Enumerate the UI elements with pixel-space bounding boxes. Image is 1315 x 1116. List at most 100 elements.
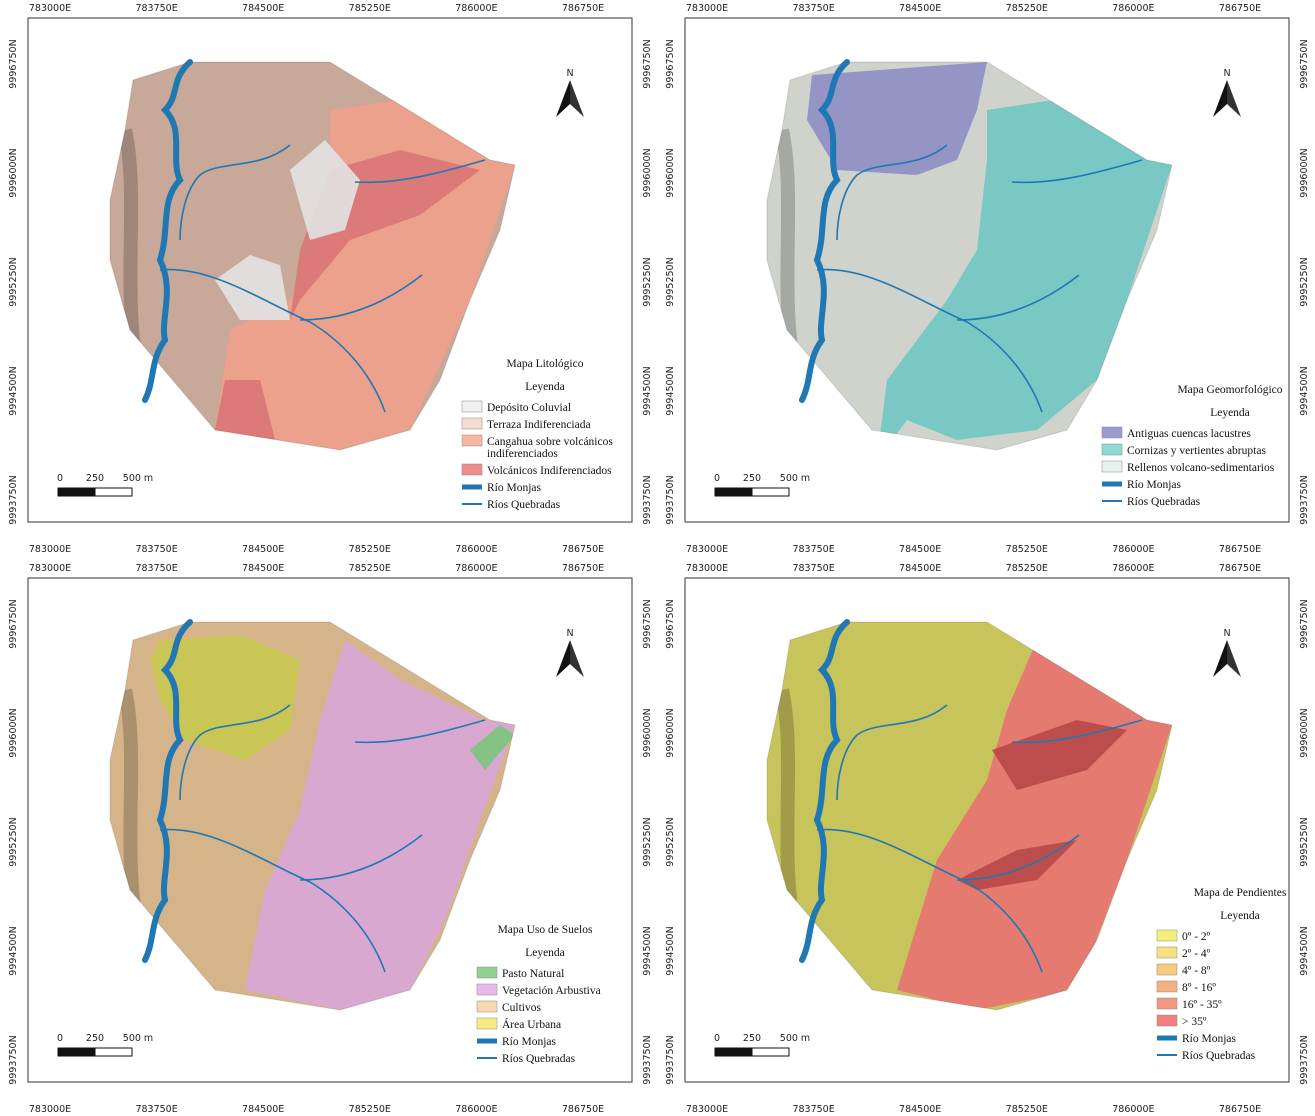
x-coord-label: 786000E xyxy=(455,3,497,14)
scale-label: 250 xyxy=(86,473,104,484)
y-coord-label: 9994500N xyxy=(1299,366,1310,415)
legend-title: Mapa de Pendientes xyxy=(1194,887,1287,899)
y-coord-label: 9995250N xyxy=(8,257,19,306)
x-coord-label: 786000E xyxy=(1112,1104,1154,1115)
north-label: N xyxy=(566,628,573,639)
y-coord-label: 9996000N xyxy=(665,708,676,757)
legend-swatch xyxy=(1157,930,1177,941)
legend-label: 0º - 2º xyxy=(1182,931,1211,943)
x-coord-label: 786750E xyxy=(562,544,604,555)
y-coord-label: 9993750N xyxy=(8,1035,19,1084)
x-coord-label: 786750E xyxy=(1219,1104,1261,1115)
x-coord-label: 783750E xyxy=(135,3,177,14)
legend-label: Rellenos volcano-sedimentarios xyxy=(1127,462,1275,474)
x-coord-label: 786750E xyxy=(562,3,604,14)
y-coord-label: 9996000N xyxy=(665,148,676,197)
legend-label: Vegetación Arbustiva xyxy=(502,985,601,997)
legend-swatch xyxy=(477,967,497,978)
y-coord-label: 9996750N xyxy=(642,39,653,88)
x-coord-label: 784500E xyxy=(242,544,284,555)
x-coord-label: 785250E xyxy=(349,563,391,574)
y-coord-label: 9995250N xyxy=(1299,257,1310,306)
x-coord-label: 786000E xyxy=(1112,3,1154,14)
legend-heading: Leyenda xyxy=(1210,407,1250,419)
y-coord-label: 9994500N xyxy=(665,366,676,415)
x-coord-label: 785250E xyxy=(349,1104,391,1115)
legend-label: Área Urbana xyxy=(502,1017,561,1031)
y-coord-label: 9996000N xyxy=(1299,708,1310,757)
x-coord-label: 784500E xyxy=(899,563,941,574)
legend-swatch xyxy=(1157,964,1177,975)
scale-label: 0 xyxy=(57,473,63,484)
x-coord-label: 785250E xyxy=(1006,1104,1048,1115)
legend-label: Ríos Quebradas xyxy=(1182,1050,1256,1062)
y-coord-label: 9994500N xyxy=(8,926,19,975)
x-coord-label: 784500E xyxy=(899,544,941,555)
scale-bar xyxy=(752,488,789,496)
legend-label: Cangahua sobre volcánicos xyxy=(487,436,613,448)
legend-swatch xyxy=(462,435,482,446)
scale-label: 500 m xyxy=(780,1033,810,1044)
x-coord-label: 786750E xyxy=(562,1104,604,1115)
x-coord-label: 783750E xyxy=(792,563,834,574)
y-coord-label: 9994500N xyxy=(642,366,653,415)
legend-label: indiferenciados xyxy=(487,448,558,460)
scale-bar xyxy=(95,1048,132,1056)
legend-heading: Leyenda xyxy=(525,381,565,393)
legend-swatch xyxy=(1102,427,1122,438)
y-coord-label: 9996750N xyxy=(8,39,19,88)
y-coord-label: 9996750N xyxy=(8,599,19,648)
y-coord-label: 9995250N xyxy=(642,817,653,866)
legend-label: 8º - 16º xyxy=(1182,982,1216,994)
x-coord-label: 783000E xyxy=(29,3,71,14)
north-label: N xyxy=(1223,628,1230,639)
legend-label: 2º - 4º xyxy=(1182,948,1211,960)
y-coord-label: 9996000N xyxy=(642,148,653,197)
scale-bar xyxy=(715,1048,752,1056)
scale-bar xyxy=(58,488,95,496)
y-coord-label: 9996750N xyxy=(1299,599,1310,648)
legend-label: Terraza Indiferenciada xyxy=(487,419,591,431)
legend-label: Río Monjas xyxy=(1127,479,1182,491)
y-coord-label: 9996000N xyxy=(1299,148,1310,197)
y-coord-label: 9995250N xyxy=(1299,817,1310,866)
y-coord-label: 9995250N xyxy=(665,817,676,866)
scale-label: 250 xyxy=(86,1033,104,1044)
legend-swatch xyxy=(1157,1015,1177,1026)
y-coord-label: 9995250N xyxy=(665,257,676,306)
legend-label: Volcánicos Indiferenciados xyxy=(487,465,612,477)
y-coord-label: 9996750N xyxy=(642,599,653,648)
scale-bar xyxy=(58,1048,95,1056)
legend-swatch xyxy=(462,418,482,429)
legend-label: Depósito Coluvial xyxy=(487,402,571,414)
scale-label: 0 xyxy=(57,1033,63,1044)
legend-swatch xyxy=(477,1018,497,1029)
x-coord-label: 783750E xyxy=(135,544,177,555)
y-coord-label: 9994500N xyxy=(8,366,19,415)
y-coord-label: 9993750N xyxy=(665,1035,676,1084)
x-coord-label: 786750E xyxy=(562,563,604,574)
scale-label: 250 xyxy=(743,1033,761,1044)
legend-label: Río Monjas xyxy=(487,482,542,494)
x-coord-label: 786000E xyxy=(1112,544,1154,555)
x-coord-label: 785250E xyxy=(1006,563,1048,574)
y-coord-label: 9993750N xyxy=(665,475,676,524)
map-panel: 783000E783000E783750E783750E784500E78450… xyxy=(657,0,1314,556)
legend-title: Mapa Litológico xyxy=(507,358,584,370)
legend-label: Cornizas y vertientes abruptas xyxy=(1127,445,1266,457)
x-coord-label: 784500E xyxy=(899,3,941,14)
scale-label: 250 xyxy=(743,473,761,484)
x-coord-label: 786000E xyxy=(455,544,497,555)
x-coord-label: 784500E xyxy=(242,3,284,14)
x-coord-label: 783000E xyxy=(686,1104,728,1115)
x-coord-label: 785250E xyxy=(1006,544,1048,555)
scale-bar xyxy=(715,488,752,496)
x-coord-label: 785250E xyxy=(349,3,391,14)
x-coord-label: 783750E xyxy=(792,544,834,555)
legend-label: 4º - 8º xyxy=(1182,965,1211,977)
legend-title: Mapa Uso de Suelos xyxy=(498,924,593,936)
legend-label: Ríos Quebradas xyxy=(1127,496,1201,508)
legend-heading: Leyenda xyxy=(1220,910,1260,922)
scale-label: 500 m xyxy=(123,473,153,484)
map-panel: 783000E783000E783750E783750E784500E78450… xyxy=(0,0,657,556)
